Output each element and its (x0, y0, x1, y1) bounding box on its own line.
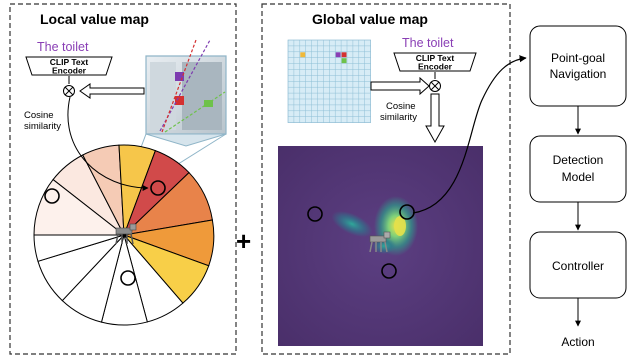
global-panel (261, 3, 511, 355)
robot-dog-icon (369, 231, 391, 253)
point-goal-line1: Point-goal (551, 51, 605, 65)
point-goal-line2: Navigation (550, 67, 607, 81)
grid-cell-marker (341, 58, 347, 64)
global-target-text: The toilet (402, 36, 454, 50)
grid-cell-marker (341, 52, 347, 58)
local-product-symbol (63, 85, 75, 97)
global-candidate-marker (307, 206, 323, 222)
plus-operator: + (236, 226, 251, 256)
local-value-pie (33, 144, 215, 326)
local-panel (9, 3, 237, 355)
local-target-text: The toilet (37, 40, 89, 54)
controller-label: Controller (552, 259, 604, 273)
global-encoder-line2: Encoder (418, 62, 453, 72)
goal-selection-arrow (412, 55, 527, 214)
local-encoder-line1: CLIP Text (50, 57, 89, 67)
global-down-arrow (425, 93, 445, 144)
global-clip-encoder (393, 52, 477, 72)
local-similarity-arrow (67, 96, 149, 191)
local-candidate-marker (44, 188, 60, 204)
local-similarity-line1: Cosine (24, 110, 54, 121)
local-encoder-line2: Encoder (52, 66, 87, 76)
global-candidate-marker (399, 204, 415, 220)
global-similarity-line1: Cosine (386, 101, 416, 112)
global-grid-map (287, 39, 371, 123)
local-feature-arrow (79, 83, 145, 99)
global-encoder-line1: CLIP Text (416, 53, 455, 63)
detection-model-box (529, 135, 627, 203)
local-candidate-marker (120, 270, 136, 286)
global-candidate-marker (381, 263, 397, 279)
grid-cell-marker (300, 52, 306, 58)
local-candidate-marker (150, 180, 166, 196)
grid-cell-marker (335, 52, 341, 58)
robot-dog-icon (115, 223, 137, 245)
action-label: Action (561, 335, 594, 349)
detection-line1: Detection (553, 153, 604, 167)
global-panel-title: Global value map (312, 11, 428, 27)
global-product-symbol (429, 80, 441, 92)
global-similarity-line2: similarity (380, 112, 417, 123)
local-panel-title: Local value map (40, 11, 149, 27)
global-feature-arrow (370, 76, 430, 96)
local-clip-encoder (25, 56, 113, 76)
detection-line2: Model (562, 170, 595, 184)
global-heatmap (278, 146, 483, 346)
point-goal-navigation-box (529, 25, 627, 107)
local-similarity-line2: similarity (24, 121, 61, 132)
